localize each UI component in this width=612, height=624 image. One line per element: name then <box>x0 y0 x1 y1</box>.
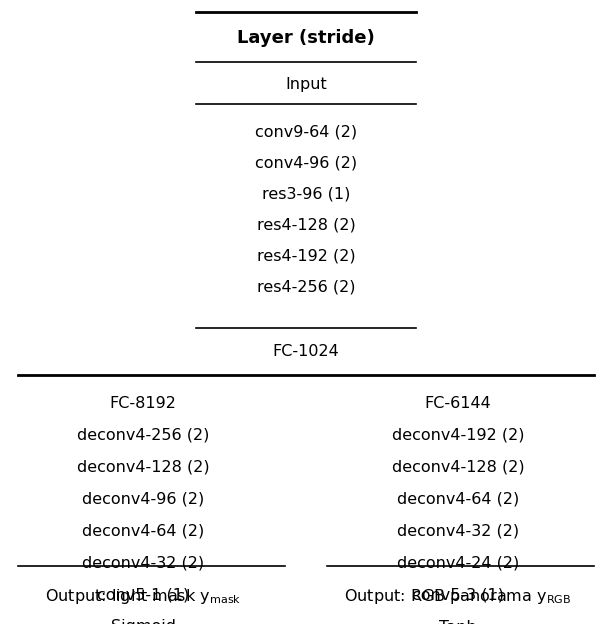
Text: FC-8192: FC-8192 <box>110 396 176 411</box>
Text: deconv4-256 (2): deconv4-256 (2) <box>77 427 209 442</box>
Text: res4-192 (2): res4-192 (2) <box>256 248 356 263</box>
Text: Input: Input <box>285 77 327 92</box>
Text: Tanh: Tanh <box>439 620 477 624</box>
Text: conv5-3 (1): conv5-3 (1) <box>412 588 504 603</box>
Text: deconv4-128 (2): deconv4-128 (2) <box>392 459 524 474</box>
Text: deconv4-64 (2): deconv4-64 (2) <box>82 524 204 539</box>
Text: deconv4-128 (2): deconv4-128 (2) <box>76 459 209 474</box>
Text: Layer (stride): Layer (stride) <box>237 29 375 47</box>
Text: deconv4-64 (2): deconv4-64 (2) <box>397 492 519 507</box>
Text: res4-256 (2): res4-256 (2) <box>257 280 355 295</box>
Text: conv4-96 (2): conv4-96 (2) <box>255 155 357 170</box>
Text: deconv4-192 (2): deconv4-192 (2) <box>392 427 524 442</box>
Text: FC-1024: FC-1024 <box>272 344 340 359</box>
Text: deconv4-32 (2): deconv4-32 (2) <box>82 555 204 570</box>
Text: Sigmoid: Sigmoid <box>111 620 176 624</box>
Text: conv9-64 (2): conv9-64 (2) <box>255 125 357 140</box>
Text: deconv4-24 (2): deconv4-24 (2) <box>397 555 519 570</box>
Text: FC-6144: FC-6144 <box>425 396 491 411</box>
Text: deconv4-32 (2): deconv4-32 (2) <box>397 524 519 539</box>
Text: conv5-1 (1): conv5-1 (1) <box>97 588 189 603</box>
Text: deconv4-96 (2): deconv4-96 (2) <box>82 492 204 507</box>
Text: Output: RGB panorama y$_{\mathrm{RGB}}$: Output: RGB panorama y$_{\mathrm{RGB}}$ <box>345 587 572 605</box>
Text: Output: light mask y$_{\mathrm{mask}}$: Output: light mask y$_{\mathrm{mask}}$ <box>45 587 241 605</box>
Text: res4-128 (2): res4-128 (2) <box>256 218 356 233</box>
Text: res3-96 (1): res3-96 (1) <box>262 187 350 202</box>
